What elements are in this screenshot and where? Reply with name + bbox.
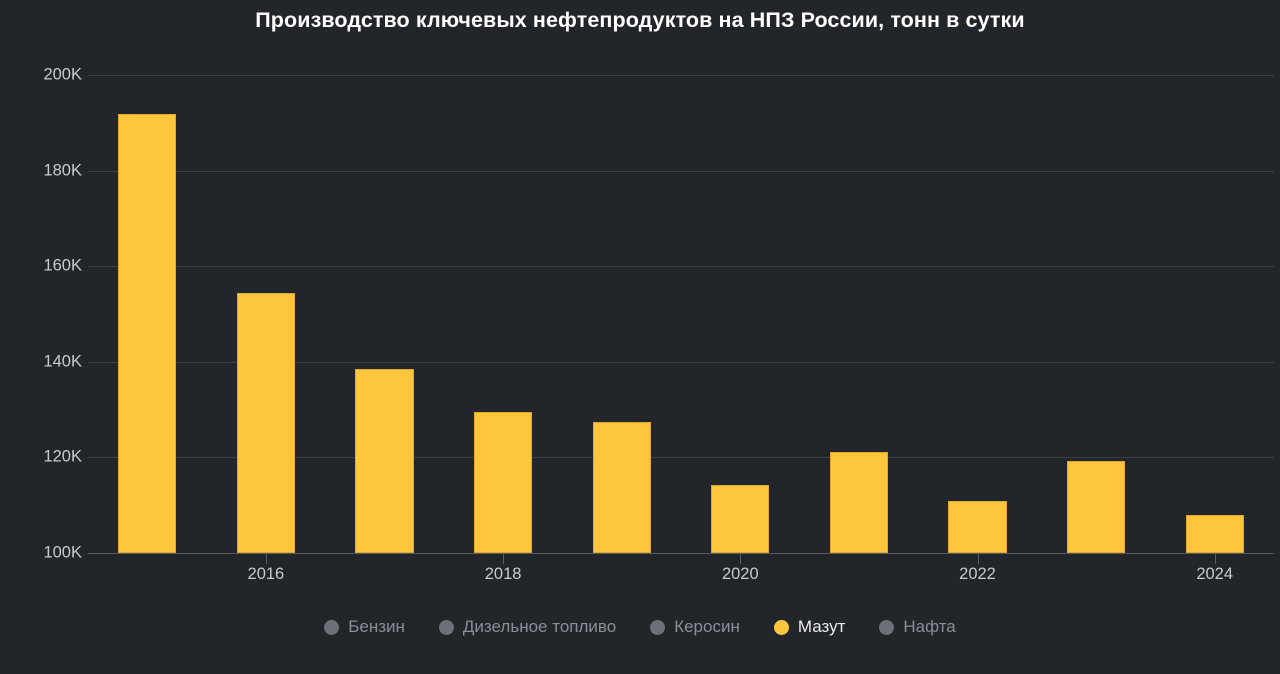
gridline (88, 553, 1274, 554)
x-axis-tick-label: 2024 (1196, 565, 1234, 583)
bar[interactable] (355, 368, 414, 553)
bar[interactable] (474, 411, 533, 553)
x-axis-tick-mark (740, 553, 742, 564)
gridline (88, 457, 1274, 459)
legend-item-1[interactable]: Бензин (324, 617, 405, 637)
legend-item-label: Керосин (674, 617, 740, 636)
legend-dot-icon (324, 619, 340, 635)
legend-dot-icon (879, 619, 895, 635)
legend-item-2[interactable]: Дизельное топливо (438, 617, 617, 637)
x-axis-tick-label: 2020 (721, 565, 759, 583)
bar[interactable] (236, 293, 295, 553)
bar[interactable] (592, 421, 651, 553)
gridline (88, 266, 1274, 268)
gridline (88, 170, 1274, 172)
x-axis-tick-mark (503, 553, 505, 564)
legend-item-4[interactable]: Мазут (773, 617, 846, 637)
legend-item-5[interactable]: Нафта (879, 617, 956, 637)
gridline (88, 361, 1274, 363)
legend-item-label: Мазут (797, 617, 846, 636)
gridline (88, 75, 1274, 76)
bar[interactable] (1185, 514, 1244, 553)
y-axis-tick-label: 120K (43, 447, 82, 466)
bar[interactable] (948, 500, 1007, 553)
bar[interactable] (829, 451, 888, 553)
legend-dot-icon (650, 619, 666, 635)
legend-dot-icon (438, 619, 454, 635)
chart-legend[interactable]: Бензин Дизельное топливо Керосин Мазут Нафта (0, 617, 1280, 637)
y-axis-tick-label: 200K (43, 65, 82, 84)
bar[interactable] (118, 114, 177, 553)
legend-item-label: Дизельное топливо (462, 617, 617, 636)
bars-group (88, 75, 1274, 553)
legend-item-label: Бензин (348, 617, 405, 636)
legend-item-label: Нафта (903, 617, 956, 636)
x-axis-labels: 2016 2018 2020 2022 2024 (88, 553, 1274, 593)
legend-dot-icon (773, 619, 789, 635)
y-axis-tick-label: 180K (43, 161, 82, 180)
chart-title: Производство ключевых нефтепродуктов на … (255, 8, 1025, 32)
x-axis-tick-mark (977, 553, 979, 564)
bar[interactable] (711, 484, 770, 553)
y-axis-tick-label: 160K (43, 256, 82, 275)
x-axis-tick-label: 2018 (484, 565, 522, 583)
x-axis-tick-label: 2022 (959, 565, 996, 583)
legend-item-3[interactable]: Керосин (650, 617, 740, 637)
x-axis-tick-mark (1214, 553, 1216, 564)
x-axis-tick-label: 2016 (247, 565, 285, 583)
bar[interactable] (1067, 460, 1126, 553)
y-axis-tick-label: 140K (43, 352, 82, 371)
plot-area (88, 75, 1274, 554)
x-axis-tick-mark (265, 553, 267, 564)
y-axis-tick-label: 100K (43, 543, 82, 562)
